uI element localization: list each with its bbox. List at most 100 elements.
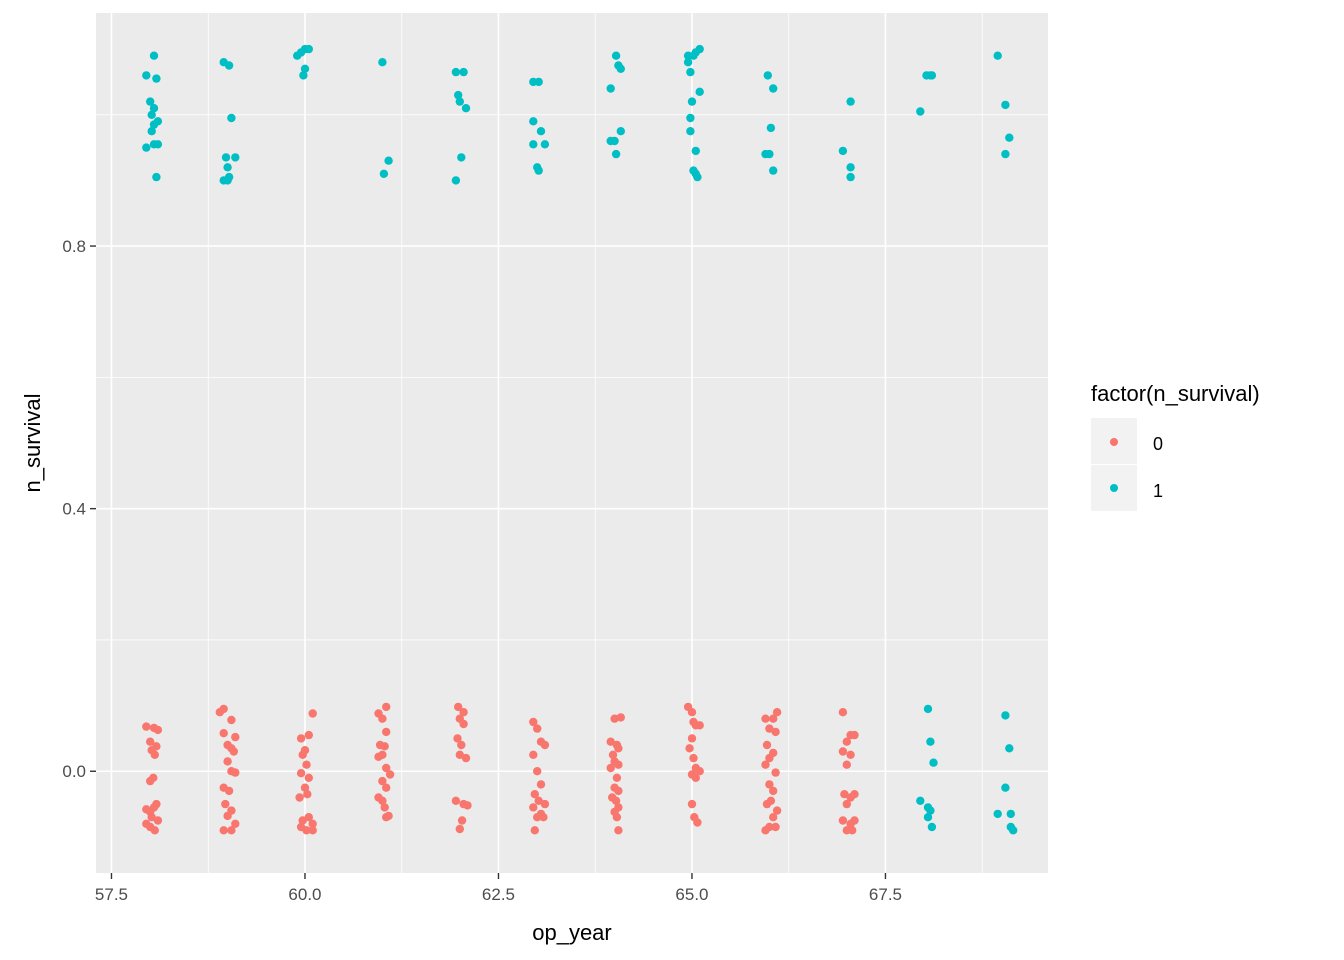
data-point-series-0 xyxy=(374,709,383,718)
data-point-series-0 xyxy=(459,719,468,729)
data-point-series-0 xyxy=(223,757,232,766)
data-point-series-0 xyxy=(455,824,464,834)
data-point-series-1 xyxy=(223,163,232,172)
data-point-series-1 xyxy=(993,809,1002,819)
data-point-series-0 xyxy=(769,786,778,796)
data-point-series-1 xyxy=(459,67,468,77)
data-point-series-0 xyxy=(687,734,697,743)
data-point-series-0 xyxy=(616,713,625,722)
data-point-series-1 xyxy=(691,48,700,57)
data-point-series-0 xyxy=(539,813,548,822)
data-point-series-0 xyxy=(231,732,240,742)
data-point-series-0 xyxy=(296,769,306,778)
data-point-series-0 xyxy=(227,826,236,835)
data-point-series-1 xyxy=(929,758,938,767)
data-point-series-0 xyxy=(772,708,782,717)
data-point-series-1 xyxy=(683,58,693,67)
data-point-series-1 xyxy=(1001,100,1010,110)
data-point-series-1 xyxy=(916,107,925,116)
x-tick-label: 60.0 xyxy=(288,885,321,904)
data-point-series-1 xyxy=(146,97,155,106)
data-point-series-1 xyxy=(299,71,308,80)
data-point-series-1 xyxy=(769,166,778,175)
data-point-series-0 xyxy=(771,822,780,832)
data-point-series-0 xyxy=(691,773,700,782)
data-point-series-0 xyxy=(152,799,161,809)
data-point-series-1 xyxy=(616,127,625,136)
data-point-series-0 xyxy=(761,760,770,769)
data-point-series-1 xyxy=(1005,744,1014,753)
data-point-series-0 xyxy=(153,816,163,825)
y-tick-label: 0.4 xyxy=(62,500,86,519)
data-point-series-0 xyxy=(304,773,313,782)
data-point-series-0 xyxy=(229,747,238,756)
data-point-series-0 xyxy=(685,744,694,753)
data-point-series-0 xyxy=(529,750,538,759)
data-point-series-1 xyxy=(536,127,546,136)
data-point-series-1 xyxy=(300,64,310,74)
data-point-series-0 xyxy=(529,803,538,812)
data-point-series-1 xyxy=(529,140,538,149)
legend-label-0: 0 xyxy=(1153,434,1163,454)
data-point-series-1 xyxy=(927,71,937,80)
data-point-series-1 xyxy=(147,127,156,136)
data-point-series-1 xyxy=(611,149,621,159)
data-point-series-0 xyxy=(380,803,389,812)
data-point-series-0 xyxy=(536,780,546,789)
data-point-series-0 xyxy=(382,813,391,822)
data-point-series-1 xyxy=(616,64,625,74)
data-point-series-1 xyxy=(1009,826,1018,835)
data-point-series-0 xyxy=(378,796,387,805)
data-point-series-0 xyxy=(146,822,155,832)
data-point-series-1 xyxy=(293,51,302,60)
data-point-series-0 xyxy=(846,750,855,759)
data-point-series-1 xyxy=(304,44,313,54)
data-point-series-1 xyxy=(534,166,543,175)
data-point-series-1 xyxy=(838,146,848,156)
data-point-series-1 xyxy=(926,806,935,815)
data-point-series-1 xyxy=(534,77,543,87)
data-point-series-0 xyxy=(533,724,542,733)
data-point-series-0 xyxy=(146,737,155,746)
data-point-series-0 xyxy=(838,816,848,825)
data-point-series-0 xyxy=(761,714,770,723)
data-point-series-1 xyxy=(923,704,933,714)
data-point-series-1 xyxy=(152,172,161,182)
data-point-series-1 xyxy=(765,149,774,159)
data-point-series-0 xyxy=(687,799,697,809)
data-point-series-1 xyxy=(1005,133,1014,142)
data-point-series-1 xyxy=(927,822,937,832)
legend-key-0-dot xyxy=(1110,438,1118,446)
panel-background xyxy=(96,13,1048,873)
data-point-series-0 xyxy=(453,734,462,743)
data-point-series-0 xyxy=(224,786,234,796)
data-point-series-0 xyxy=(838,747,848,756)
y-tick-label: 0.0 xyxy=(62,762,86,781)
data-point-series-0 xyxy=(766,796,776,805)
data-point-series-0 xyxy=(850,730,859,740)
data-point-series-1 xyxy=(695,87,704,97)
data-point-series-0 xyxy=(231,768,240,777)
data-point-series-1 xyxy=(606,136,615,146)
data-point-series-0 xyxy=(614,826,623,835)
data-point-series-0 xyxy=(219,826,228,835)
data-point-series-0 xyxy=(382,783,391,792)
data-point-series-0 xyxy=(231,819,240,828)
data-point-series-0 xyxy=(772,806,782,815)
data-point-series-0 xyxy=(457,740,466,750)
data-point-series-0 xyxy=(765,724,774,733)
data-point-series-1 xyxy=(916,796,925,805)
data-point-series-0 xyxy=(457,816,467,825)
data-point-series-1 xyxy=(846,97,855,106)
data-point-series-1 xyxy=(693,172,702,182)
legend-title: factor(n_survival) xyxy=(1091,381,1260,406)
legend-key-1-dot xyxy=(1110,484,1118,492)
data-point-series-1 xyxy=(454,90,463,100)
data-point-series-1 xyxy=(1001,711,1010,720)
legend-label-1: 1 xyxy=(1153,481,1163,501)
data-point-series-0 xyxy=(530,826,539,835)
data-point-series-0 xyxy=(380,742,389,751)
data-point-series-0 xyxy=(771,727,780,737)
data-point-series-0 xyxy=(302,826,311,835)
